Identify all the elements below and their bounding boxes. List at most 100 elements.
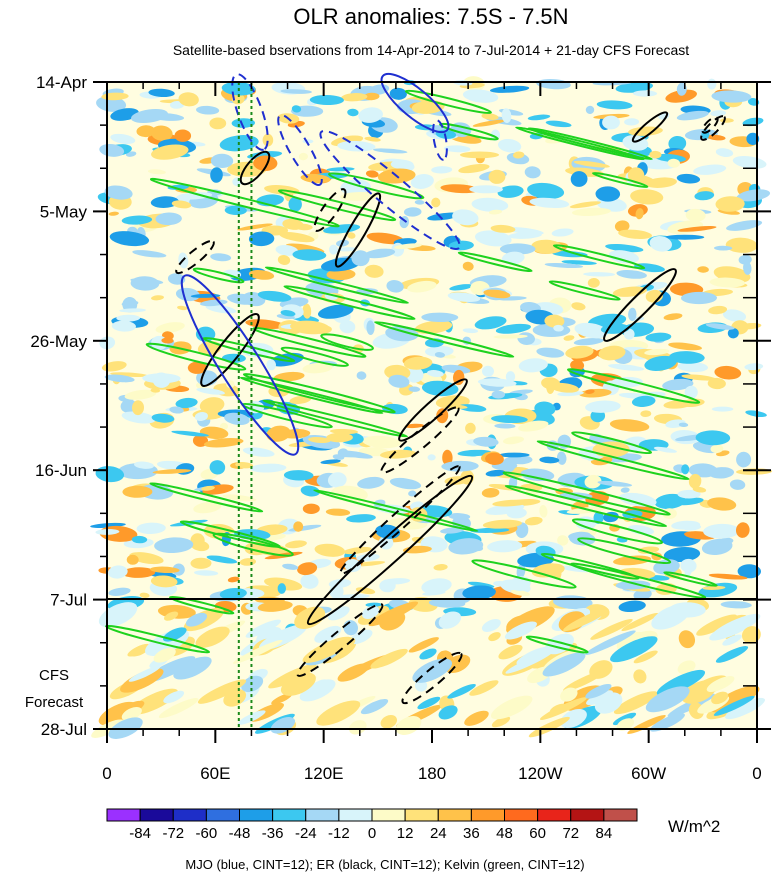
anomaly-blob bbox=[633, 589, 652, 601]
anomaly-blob bbox=[116, 314, 141, 322]
anomaly-blob bbox=[528, 716, 570, 738]
y-tick-label: 5-May bbox=[40, 202, 88, 221]
colorbar-label: 24 bbox=[430, 825, 447, 842]
anomaly-blob bbox=[121, 706, 142, 721]
kelvin-contour bbox=[252, 327, 367, 358]
colorbar-swatch bbox=[106, 808, 141, 822]
anomaly-blob bbox=[340, 191, 379, 201]
anomaly-blob bbox=[96, 96, 127, 112]
anomaly-blob bbox=[729, 479, 746, 490]
anomaly-blob bbox=[379, 610, 406, 631]
anomaly-blob bbox=[556, 451, 567, 465]
colorbar-label: 60 bbox=[529, 825, 546, 842]
anomaly-blob bbox=[608, 250, 639, 264]
kelvin-contour bbox=[552, 244, 646, 270]
anomaly-blob bbox=[314, 543, 346, 557]
y-tick-label: 14-Apr bbox=[36, 73, 87, 92]
anomaly-blob bbox=[590, 618, 633, 640]
anomaly-blob bbox=[685, 208, 706, 222]
anomaly-blob bbox=[342, 546, 372, 555]
anomaly-blob bbox=[326, 268, 356, 281]
colorbar: -84 -72 -60 -48 -36 -24 -12 0 12 24 36 48 60 72 84 bbox=[106, 808, 638, 842]
anomaly-blob bbox=[553, 324, 564, 332]
kelvin-contour bbox=[264, 266, 409, 304]
anomaly-blob bbox=[571, 302, 586, 311]
anomaly-blob bbox=[346, 514, 376, 523]
anomaly-blob bbox=[491, 716, 511, 728]
anomaly-blob bbox=[414, 199, 425, 205]
anomaly-blob bbox=[320, 459, 341, 465]
colorbar-label: -36 bbox=[262, 825, 284, 842]
kelvin-contour bbox=[571, 431, 653, 455]
anomaly-blob bbox=[707, 377, 726, 390]
anomaly-blob bbox=[715, 196, 745, 212]
anomaly-blob bbox=[150, 575, 178, 588]
kelvin-contour bbox=[536, 440, 690, 481]
anomaly-blob bbox=[427, 454, 436, 461]
mjo-contour bbox=[380, 72, 450, 134]
anomaly-blob bbox=[474, 230, 512, 247]
anomaly-blob bbox=[250, 463, 287, 473]
anomaly-blob bbox=[440, 184, 480, 194]
anomaly-blob bbox=[277, 254, 291, 266]
anomaly-blob bbox=[205, 304, 237, 314]
anomaly-blob bbox=[124, 389, 157, 400]
anomaly-blob bbox=[316, 700, 361, 726]
anomaly-blob bbox=[279, 232, 315, 243]
er-contour bbox=[380, 406, 460, 474]
anomaly-blob bbox=[171, 430, 209, 437]
anomaly-blob bbox=[635, 208, 644, 220]
er-contour bbox=[401, 651, 463, 705]
anomaly-blob bbox=[498, 452, 530, 458]
anomaly-blob bbox=[262, 133, 274, 147]
x-tick-label: 60E bbox=[200, 764, 230, 783]
anomaly-blob bbox=[529, 197, 570, 209]
anomaly-blob bbox=[358, 107, 383, 123]
anomaly-blob bbox=[268, 663, 317, 689]
anomaly-blob bbox=[485, 503, 525, 515]
anomaly-blob bbox=[470, 527, 510, 533]
anomaly-blob bbox=[462, 261, 474, 271]
anomaly-blob bbox=[434, 352, 445, 358]
anomaly-blob bbox=[163, 690, 185, 704]
anomaly-blob bbox=[194, 412, 208, 421]
anomaly-blob bbox=[433, 564, 448, 571]
colorbar-swatch bbox=[272, 808, 307, 822]
anomaly-blob bbox=[677, 361, 708, 373]
anomaly-blob bbox=[120, 668, 164, 693]
anomaly-blob bbox=[681, 291, 717, 305]
kelvin-contour bbox=[262, 399, 409, 438]
anomaly-blob bbox=[609, 419, 650, 432]
anomaly-blob bbox=[327, 472, 347, 488]
anomaly-blob bbox=[594, 692, 623, 714]
anomaly-blob bbox=[487, 540, 523, 553]
anomaly-blob bbox=[737, 322, 762, 330]
anomaly-blob bbox=[421, 380, 459, 397]
anomaly-blob bbox=[563, 335, 575, 341]
anomaly-blob bbox=[610, 636, 658, 663]
anomaly-blob bbox=[282, 563, 299, 570]
anomaly-blob bbox=[224, 205, 247, 216]
anomaly-blob bbox=[164, 611, 179, 621]
anomaly-blob bbox=[584, 474, 602, 489]
anomaly-blob bbox=[504, 621, 537, 640]
anomaly-blob bbox=[374, 504, 411, 514]
anomaly-blob bbox=[224, 412, 250, 426]
anomaly-blob bbox=[101, 92, 129, 101]
anomaly-blob bbox=[587, 277, 600, 288]
forecast-label-line2: Forecast bbox=[25, 694, 84, 711]
anomaly-blob bbox=[510, 589, 530, 597]
anomaly-blob bbox=[187, 361, 207, 374]
anomaly-blob bbox=[557, 535, 569, 546]
anomaly-blob bbox=[665, 234, 705, 240]
kelvin-contour bbox=[663, 571, 718, 587]
anomaly-blob bbox=[512, 151, 525, 159]
anomaly-blob bbox=[231, 118, 255, 128]
colorbar-swatch bbox=[404, 808, 439, 822]
anomaly-blob bbox=[688, 473, 702, 489]
anomaly-blob bbox=[110, 133, 136, 144]
anomaly-blob bbox=[325, 508, 351, 516]
anomaly-blob bbox=[705, 323, 735, 330]
kelvin-contour bbox=[169, 595, 235, 615]
